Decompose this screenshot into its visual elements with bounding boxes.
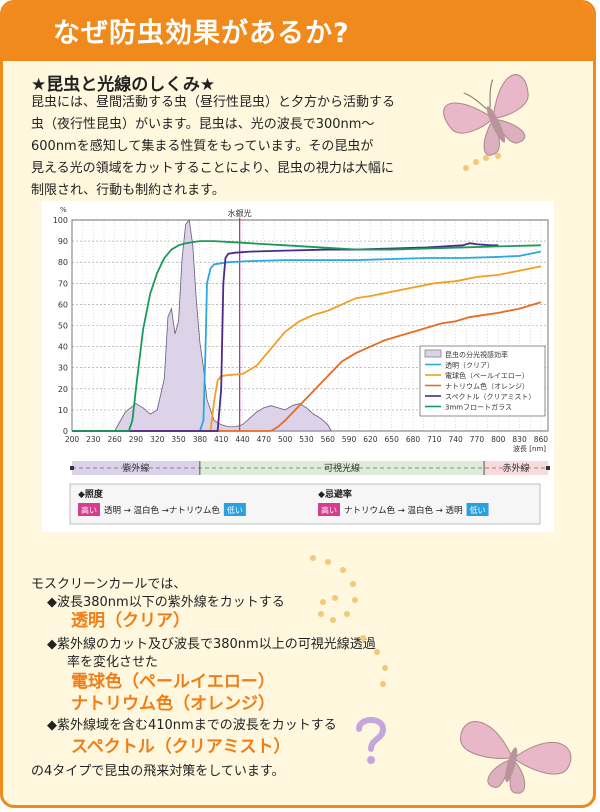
high-badge xyxy=(78,503,100,516)
y-tick-label: 50 xyxy=(58,322,68,331)
band-start-mark xyxy=(70,466,74,470)
x-tick-label: 500 xyxy=(278,435,293,444)
series-line-2 xyxy=(72,301,542,432)
bullet-2-line-2: 率を変化させた xyxy=(67,655,159,670)
product-pale-yellow: 電球色（ペールイエロー） xyxy=(71,672,275,692)
header-banner: なぜ防虫効果があるか? xyxy=(3,3,593,61)
x-unit: 波長 [nm] xyxy=(513,444,546,453)
series-line-0 xyxy=(72,250,542,432)
series-line-4 xyxy=(72,240,541,432)
chart-panel: 水銀光% 0 10 20 30 40 50 60 70 80 90 100 200 230 260 290 32… xyxy=(42,201,554,532)
bullet-2-line-1: ◆紫外線のカット及び波長で380nm以上の可視光線透過 xyxy=(47,637,376,652)
y-tick-label: 100 xyxy=(53,216,68,225)
ranking-order-0: 透明 → 温白色 →ナトリウム色 xyxy=(104,505,220,516)
intro-line-5: 制限され、行動も制約されます。 xyxy=(31,183,225,198)
high-badge-label: 高い xyxy=(321,505,337,515)
legend-box xyxy=(419,345,546,417)
product-orange: ナトリウム色（オレンジ） xyxy=(71,694,275,714)
legend-label-4: スペクトル（クリアミスト） xyxy=(445,393,535,401)
x-tick-label: 290 xyxy=(129,435,144,444)
legend-label-1: 透明（クリア） xyxy=(445,362,494,370)
x-tick-label: 620 xyxy=(363,435,378,444)
x-tick-label: 590 xyxy=(342,435,357,444)
page-title: なぜ防虫効果があるか? xyxy=(53,18,350,49)
legend-label-5: 3mmフロートガラス xyxy=(445,403,512,412)
ranking-title-1: ◆忌避率 xyxy=(318,488,352,500)
intro-line-1: 昆虫には、昼間活動する虫（昼行性昆虫）と夕方から活動する xyxy=(31,95,396,110)
y-tick-label: 40 xyxy=(58,343,68,352)
legend-label-2: 電球色（ペールイエロー） xyxy=(445,371,529,380)
bottom-intro: モスクリーンカールでは、 xyxy=(31,577,187,592)
low-badge-label: 低い xyxy=(470,505,486,515)
y-tick-label: 60 xyxy=(58,300,68,309)
y-unit: % xyxy=(60,206,67,214)
x-tick-label: 530 xyxy=(299,435,314,444)
intro-line-4: 見える光の領域をカットすることにより、昆虫の視力は大幅に xyxy=(31,161,394,176)
x-tick-label: 260 xyxy=(107,435,122,444)
y-tick-label: 10 xyxy=(58,406,68,415)
legend-label-0: 昆虫の分光視感効率 xyxy=(445,350,508,359)
x-tick-label: 770 xyxy=(470,435,485,444)
x-tick-label: 860 xyxy=(534,435,549,444)
dotted-swirl-icon xyxy=(463,153,501,171)
y-tick-label: 90 xyxy=(58,237,68,246)
legend-swatch-0 xyxy=(424,349,442,358)
product-clear: 透明（クリア） xyxy=(71,611,190,631)
spectral-chart: 水銀光% 0 10 20 30 40 50 60 70 80 90 100 200 230 260 290 32… xyxy=(53,206,550,525)
ranking-title-0: ◆照度 xyxy=(78,488,104,500)
low-badge xyxy=(223,503,246,516)
mercury-label: 水銀光 xyxy=(228,208,252,218)
high-badge xyxy=(318,503,340,516)
low-badge xyxy=(466,503,489,516)
y-tick-label: 20 xyxy=(58,385,68,394)
section-title: ★昆虫と光線のしくみ★ xyxy=(31,75,216,95)
bullet-1: ◆波長380nm以下の紫外線をカットする xyxy=(47,595,285,610)
y-tick-label: 70 xyxy=(58,279,68,288)
x-tick-label: 380 xyxy=(193,435,208,444)
y-tick-label: 0 xyxy=(63,427,68,436)
intro-line-3: 600nmを感知して集まる性質をもっています。その昆虫が xyxy=(31,139,374,154)
dotted-swirl-icon xyxy=(310,555,388,687)
x-tick-label: 410 xyxy=(214,435,229,444)
ranking-order-1: ナトリウム色 → 温白色 → 透明 xyxy=(344,505,463,516)
x-tick-label: 650 xyxy=(385,435,400,444)
high-badge-label: 高い xyxy=(81,505,97,515)
bullet-3: ◆紫外線域を含む410nmまでの波長をカットする xyxy=(47,718,337,733)
x-tick-label: 230 xyxy=(86,435,101,444)
y-tick-label: 80 xyxy=(58,258,68,267)
x-tick-label: 710 xyxy=(427,435,442,444)
moth-icon xyxy=(460,721,572,794)
moth-icon xyxy=(443,74,529,156)
y-tick-label: 30 xyxy=(58,364,68,373)
ranking-box xyxy=(69,483,541,525)
x-tick-label: 470 xyxy=(257,435,272,444)
x-tick-label: 560 xyxy=(321,435,336,444)
closing-text: の4タイプで昆虫の飛来対策をしています。 xyxy=(31,764,285,779)
legend-label-3: ナトリウム色（オレンジ） xyxy=(445,382,529,391)
x-tick-label: 830 xyxy=(512,435,527,444)
band-end-mark xyxy=(546,466,550,470)
x-tick-label: 740 xyxy=(448,435,463,444)
insect-sensitivity-area xyxy=(113,219,332,432)
x-tick-label: 440 xyxy=(235,435,250,444)
intro-line-2: 虫（夜行性昆虫）がいます。昆虫は、光の波長で300nm～ xyxy=(31,117,375,132)
x-tick-label: 800 xyxy=(491,435,506,444)
product-clear-mist: スペクトル（クリアミスト） xyxy=(71,737,291,757)
question-mark-icon xyxy=(356,717,387,764)
low-badge-label: 低い xyxy=(227,505,243,515)
x-tick-label: 350 xyxy=(171,435,186,444)
series-line-3 xyxy=(72,242,499,432)
x-tick-label: 680 xyxy=(406,435,421,444)
x-tick-label: 200 xyxy=(65,435,80,444)
x-tick-label: 320 xyxy=(150,435,165,444)
